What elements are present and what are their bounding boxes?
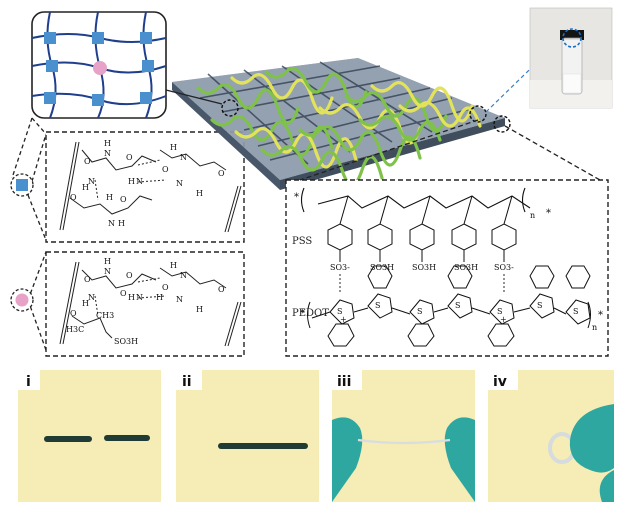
atom-label: O: [70, 309, 77, 318]
repeat-subscript: n: [530, 211, 535, 220]
polymer-end-star: *: [598, 310, 603, 321]
atom-label: SO3H: [114, 337, 138, 346]
atom-label: N: [136, 293, 143, 302]
sulfonate-label: SO3-: [494, 263, 514, 272]
atom-label: CH3: [96, 311, 114, 320]
crosslink-circle-icon: [93, 61, 107, 75]
hbond-panel-pink: H N O O H N O N H N H O O H N O H H3C CH…: [45, 251, 245, 357]
thiophene-sulfur-label: S: [417, 307, 422, 316]
atom-label: N: [104, 149, 111, 158]
panel-label-iii: iii: [337, 374, 351, 390]
atom-label: N: [180, 153, 187, 162]
crosslink-square-icon: [140, 92, 152, 104]
vial-photo: [529, 7, 613, 109]
atom-label: N: [104, 267, 111, 276]
atom-label: O: [162, 283, 169, 292]
atom-label: H: [196, 189, 203, 198]
atom-label: O: [84, 157, 91, 166]
atom-label: H: [82, 183, 89, 192]
atom-label: O: [218, 285, 225, 294]
atom-label: H3C: [66, 325, 84, 334]
thiophene-sulfur-label: S: [573, 307, 578, 316]
atom-label: N: [180, 271, 187, 280]
crosslink-square-icon: [92, 32, 104, 44]
polymer-end-star: *: [546, 208, 551, 219]
thiophene-sulfur-label: S: [375, 301, 380, 310]
atom-label: H: [118, 219, 125, 228]
crosslink-square-icon: [140, 32, 152, 44]
atom-label: O: [126, 153, 133, 162]
sulfonate-label: SO3H: [370, 263, 394, 272]
pss-label: PSS: [292, 236, 312, 247]
sulfonate-label: SO3-: [330, 263, 350, 272]
atom-label: O: [218, 169, 225, 178]
panel-label-ii: ii: [182, 374, 192, 390]
atom-label: O: [162, 165, 169, 174]
crosslink-square-icon: [142, 60, 154, 72]
panel-label-i: i: [26, 374, 31, 390]
thiophene-sulfur-label: S: [337, 307, 342, 316]
photo-panel-iv: iv: [488, 370, 614, 502]
photo-panel-ii: ii: [176, 370, 319, 502]
pss-phenyl-units: SO3- SO3H SO3H SO3H SO3-: [327, 195, 517, 294]
atom-label: H: [170, 261, 177, 270]
atom-label: O: [126, 271, 133, 280]
crosslink-square-icon: [92, 94, 104, 106]
atom-label: O: [70, 193, 77, 202]
atom-label: H: [106, 193, 113, 202]
positive-charge-label: +: [500, 315, 507, 324]
atom-label: O: [84, 275, 91, 284]
thiophene-sulfur-label: S: [497, 307, 502, 316]
crosslink-square-icon: [44, 92, 56, 104]
atom-label: H: [128, 177, 135, 186]
atom-label: N: [88, 293, 95, 302]
pedot-label: PEDOT: [292, 308, 329, 319]
atom-label: N: [88, 177, 95, 186]
crosslink-square-icon: [44, 32, 56, 44]
atom-label: H: [170, 143, 177, 152]
panel-label-iv: iv: [493, 374, 507, 390]
atom-label: H: [196, 305, 203, 314]
atom-label: H: [128, 293, 135, 302]
atom-label: N: [108, 219, 115, 228]
atom-label: N: [176, 179, 183, 188]
atom-label: H: [82, 299, 89, 308]
atom-label: H: [156, 293, 163, 302]
atom-label: H: [104, 139, 111, 148]
leader-lines: [11, 117, 47, 351]
positive-charge-label: +: [340, 315, 347, 324]
polymer-end-star: *: [300, 308, 305, 319]
atom-label: O: [120, 289, 127, 298]
sulfonate-label: SO3H: [412, 263, 436, 272]
thiophene-sulfur-label: S: [455, 301, 460, 310]
network-schematic: [31, 11, 167, 119]
pedot-pss-structure-panel: * * n PSS PEDOT SO: [285, 119, 609, 357]
atom-label: O: [120, 195, 127, 204]
hbond-panel-blue: H N O O H N O N H N H O O H N O N H H: [45, 131, 245, 243]
sulfonate-label: SO3H: [454, 263, 478, 272]
blue-crosslink-marker-icon: [16, 179, 28, 191]
gel-mesh-illustration: [165, 39, 561, 190]
photo-panel-iii: iii: [332, 370, 475, 502]
pink-crosslink-marker-icon: [15, 293, 29, 307]
atom-label: N: [176, 295, 183, 304]
crosslink-square-icon: [46, 60, 58, 72]
atom-label: N: [136, 177, 143, 186]
repeat-subscript: n: [592, 323, 597, 332]
thiophene-sulfur-label: S: [537, 301, 542, 310]
atom-label: H: [104, 257, 111, 266]
polymer-end-star: *: [294, 192, 299, 203]
pedot-chain: [307, 265, 591, 347]
photo-panel-i: i: [18, 370, 161, 502]
